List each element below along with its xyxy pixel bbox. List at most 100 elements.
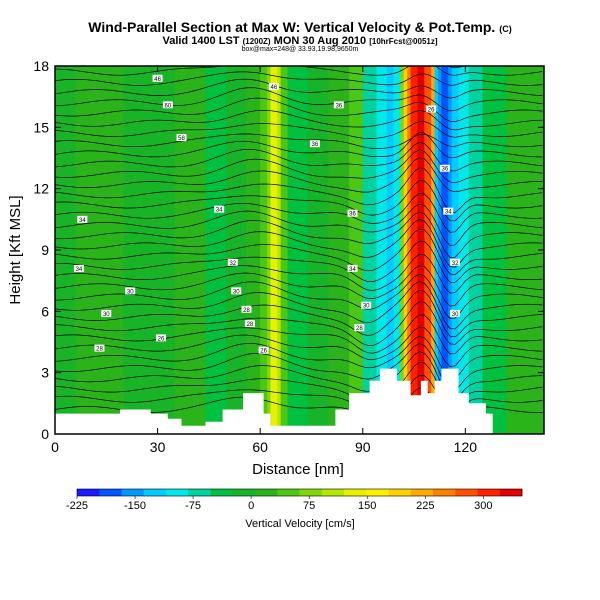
- valid-date: MON 30 Aug 2010: [273, 35, 367, 47]
- velocity-band: [403, 66, 408, 434]
- contour-label-bg: [94, 344, 105, 352]
- colorbar-tick-label: -150: [124, 500, 146, 512]
- velocity-band: [451, 66, 460, 434]
- contour-label-bg: [450, 309, 461, 317]
- colorbar-swatch: [121, 489, 145, 496]
- contour-label-bg: [268, 82, 279, 90]
- theta-contour: [55, 281, 543, 330]
- contour-label: 32: [229, 261, 236, 267]
- contour-label-bg: [125, 287, 136, 295]
- contour-label-bg: [214, 205, 225, 213]
- velocity-band: [270, 66, 278, 434]
- velocity-band: [277, 66, 282, 434]
- contour-label-bg: [354, 324, 365, 332]
- velocity-band: [407, 66, 412, 434]
- velocity-band: [362, 66, 377, 434]
- theta-contour: [55, 289, 543, 338]
- contour-label: 26: [158, 336, 165, 342]
- contour-label: 28: [356, 326, 363, 332]
- colorbar-swatch: [143, 489, 167, 496]
- velocity-band: [205, 66, 227, 434]
- velocity-band: [386, 66, 395, 434]
- contour-label: 36: [441, 167, 448, 173]
- velocity-bands: [55, 66, 544, 434]
- theta-contour: [55, 240, 543, 283]
- x-axis-title: Distance [nm]: [252, 461, 344, 478]
- contour-label-bg: [162, 101, 173, 109]
- velocity-band: [506, 66, 544, 434]
- colorbar-swatch: [210, 489, 234, 496]
- x-tick-label: 120: [454, 439, 478, 455]
- theta-contour: [55, 343, 543, 391]
- y-tick-label: 12: [33, 181, 49, 197]
- theta-contour: [55, 193, 543, 233]
- contour-label: 26: [260, 349, 267, 355]
- theta-contour: [55, 314, 543, 355]
- y-tick-label: 6: [41, 303, 49, 319]
- contour-label-bg: [156, 334, 167, 342]
- theta-contour: [55, 211, 543, 258]
- theta-contour: [55, 219, 543, 268]
- theta-contour: [55, 37, 542, 60]
- contour-label: 28: [247, 322, 254, 328]
- velocity-band: [225, 66, 247, 434]
- x-axis: 0 30 60 90 120: [51, 66, 477, 455]
- velocity-band: [434, 66, 439, 434]
- colorbar-swatch: [499, 489, 523, 496]
- contour-label: 34: [79, 218, 86, 224]
- velocity-band: [260, 66, 268, 434]
- contour-label-bg: [426, 105, 437, 113]
- velocity-band: [123, 66, 176, 434]
- contour-label-bg: [361, 301, 372, 309]
- colorbar-swatch: [477, 489, 501, 496]
- velocity-band: [458, 66, 470, 434]
- plot-area: 46 60 58 46 36 36 34 34 36 34 32 34 30 30 30 30 28 28 28 28…: [55, 37, 544, 434]
- velocity-band: [96, 66, 124, 434]
- contour-label: 30: [103, 312, 110, 318]
- velocity-band: [376, 66, 388, 434]
- velocity-band: [349, 66, 364, 434]
- theta-contour: [55, 253, 543, 294]
- contour-label-bg: [73, 264, 84, 272]
- theta-contour: [55, 87, 543, 112]
- contour-label-bg: [347, 264, 358, 272]
- colorbar-tick-label: 75: [303, 500, 315, 512]
- colorbar-swatch: [410, 489, 434, 496]
- contour-label: 26: [428, 107, 435, 113]
- velocity-band: [417, 66, 425, 434]
- y-tick-label: 9: [41, 242, 49, 258]
- contour-label: 36: [349, 212, 356, 218]
- contour-label-bg: [152, 74, 163, 82]
- colorbar-swatch: [232, 489, 256, 496]
- chart-subtitle: box@max=248@ 33.93,19.98,9650m: [241, 46, 359, 53]
- contour-label: 46: [271, 85, 278, 91]
- theta-contour: [55, 180, 543, 222]
- theta-contour: [55, 167, 543, 213]
- y-tick-label: 3: [41, 365, 49, 381]
- theta-contour: [55, 228, 543, 276]
- contour-label: 36: [312, 142, 319, 148]
- contour-label: 46: [154, 77, 161, 83]
- velocity-band: [441, 66, 449, 434]
- velocity-band: [431, 66, 436, 434]
- valid-main: Valid 1400 LST: [162, 35, 240, 47]
- contour-label-bg: [231, 287, 242, 295]
- velocity-band: [448, 66, 453, 434]
- contour-label-bg: [77, 215, 88, 223]
- colorbar-tick-label: 300: [474, 500, 492, 512]
- contour-label: 30: [233, 289, 240, 295]
- velocity-band: [393, 66, 401, 434]
- colorbar-tick-label: 150: [358, 500, 376, 512]
- terrain: [55, 368, 544, 434]
- theta-contour: [55, 132, 543, 159]
- valid-utc: (1200Z): [242, 37, 271, 46]
- x-tick-label: 0: [51, 439, 59, 455]
- contour-label: 28: [96, 347, 103, 353]
- colorbar-swatch: [455, 489, 478, 496]
- colorbar-title: Vertical Velocity [cm/s]: [245, 518, 354, 530]
- theta-contour: [55, 71, 543, 86]
- colorbar-frame: [76, 488, 523, 497]
- theta-contour: [55, 121, 543, 139]
